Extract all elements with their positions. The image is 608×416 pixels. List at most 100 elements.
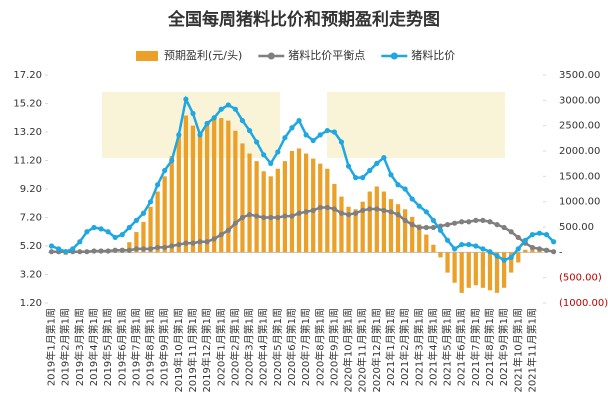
point: [268, 214, 274, 221]
point: [515, 246, 521, 252]
bar: [240, 143, 245, 253]
point: [423, 209, 429, 215]
point: [551, 249, 557, 255]
point: [494, 253, 500, 259]
point: [183, 96, 189, 102]
point: [536, 246, 543, 252]
point: [112, 234, 118, 241]
bar: [148, 206, 153, 253]
point: [155, 244, 161, 251]
point: [296, 210, 302, 216]
point: [501, 224, 507, 231]
bar: [303, 153, 309, 253]
bar: [339, 196, 344, 253]
x-tick-label: 2021年11月第1周: [525, 308, 538, 393]
point: [374, 206, 380, 212]
point: [105, 229, 111, 235]
bar: [268, 176, 273, 253]
y2-tick-label: 2000.00: [559, 146, 600, 157]
point: [282, 135, 288, 141]
point: [147, 199, 154, 205]
x-tick-label: 2019年9月第1周: [158, 308, 171, 386]
point: [289, 125, 295, 131]
point: [473, 217, 479, 223]
x-tick-label: 2021年5月第1周: [441, 308, 454, 386]
point: [211, 236, 217, 242]
bar: [424, 234, 429, 253]
point: [91, 224, 97, 231]
point: [98, 226, 104, 232]
point: [239, 214, 246, 221]
point: [232, 106, 238, 112]
point: [508, 254, 514, 260]
point: [246, 127, 253, 134]
legend-label: 猪料比价: [411, 48, 455, 62]
x-tick-label: 2021年7月第1周: [469, 308, 482, 386]
bar: [325, 168, 330, 253]
bar: [346, 206, 351, 253]
point: [197, 239, 203, 245]
point: [204, 120, 210, 127]
point: [423, 224, 429, 231]
point: [437, 227, 444, 233]
point: [176, 241, 182, 248]
x-tick-label: 2019年12月第1周: [200, 308, 213, 393]
bar: [523, 249, 528, 253]
point: [331, 206, 337, 212]
point: [70, 246, 76, 252]
y2-tick-label: (500.00): [559, 273, 602, 284]
point: [360, 175, 366, 181]
chart-title: 全国每周猪料比价和预期盈利走势图: [167, 9, 440, 30]
point: [56, 246, 62, 252]
point: [466, 219, 472, 225]
bar: [233, 130, 238, 253]
bar: [155, 191, 160, 253]
legend: 预期盈利(元/头) 猪料比价平衡点 猪料比价: [136, 48, 455, 62]
bar: [417, 224, 422, 253]
point: [416, 203, 422, 209]
point: [162, 167, 168, 174]
point: [409, 222, 415, 228]
y-tick-label: 11.20: [13, 156, 42, 167]
y2-tick-label: -: [559, 247, 563, 258]
point: [444, 222, 451, 228]
x-tick-label: 2021年6月第1周: [455, 308, 468, 386]
point: [501, 257, 507, 263]
bar: [353, 209, 358, 253]
point: [395, 182, 401, 188]
y2-tick-label: (1000.00): [559, 298, 608, 309]
point: [48, 243, 55, 249]
bar: [466, 252, 471, 288]
point: [543, 247, 550, 253]
bar: [176, 135, 181, 253]
y2-tick-label: 1000.00: [559, 197, 600, 208]
point: [176, 132, 182, 138]
point: [119, 247, 125, 253]
x-tick-label: 2019年11月第1周: [186, 308, 199, 393]
point: [402, 186, 408, 192]
point: [353, 210, 359, 216]
point: [409, 196, 415, 202]
point: [395, 212, 401, 218]
bar: [332, 183, 337, 253]
point: [452, 246, 458, 252]
point: [494, 222, 500, 228]
x-tick-label: 2020年11月第1周: [356, 308, 369, 393]
point: [275, 149, 281, 155]
bar: [445, 252, 450, 273]
point: [459, 219, 465, 225]
x-tick-label: 2020年5月第1周: [271, 308, 284, 386]
point: [508, 229, 514, 235]
point: [147, 246, 154, 252]
point: [388, 209, 394, 215]
point: [480, 217, 486, 223]
x-tick-label: 2020年2月第1周: [228, 308, 241, 386]
bar: [162, 176, 167, 253]
point: [190, 110, 196, 117]
bar: [289, 151, 295, 253]
point: [254, 139, 260, 145]
bar: [275, 168, 280, 253]
x-tick-label: 2021年10月第1周: [511, 308, 524, 393]
bar: [226, 120, 231, 253]
bar: [141, 221, 146, 253]
